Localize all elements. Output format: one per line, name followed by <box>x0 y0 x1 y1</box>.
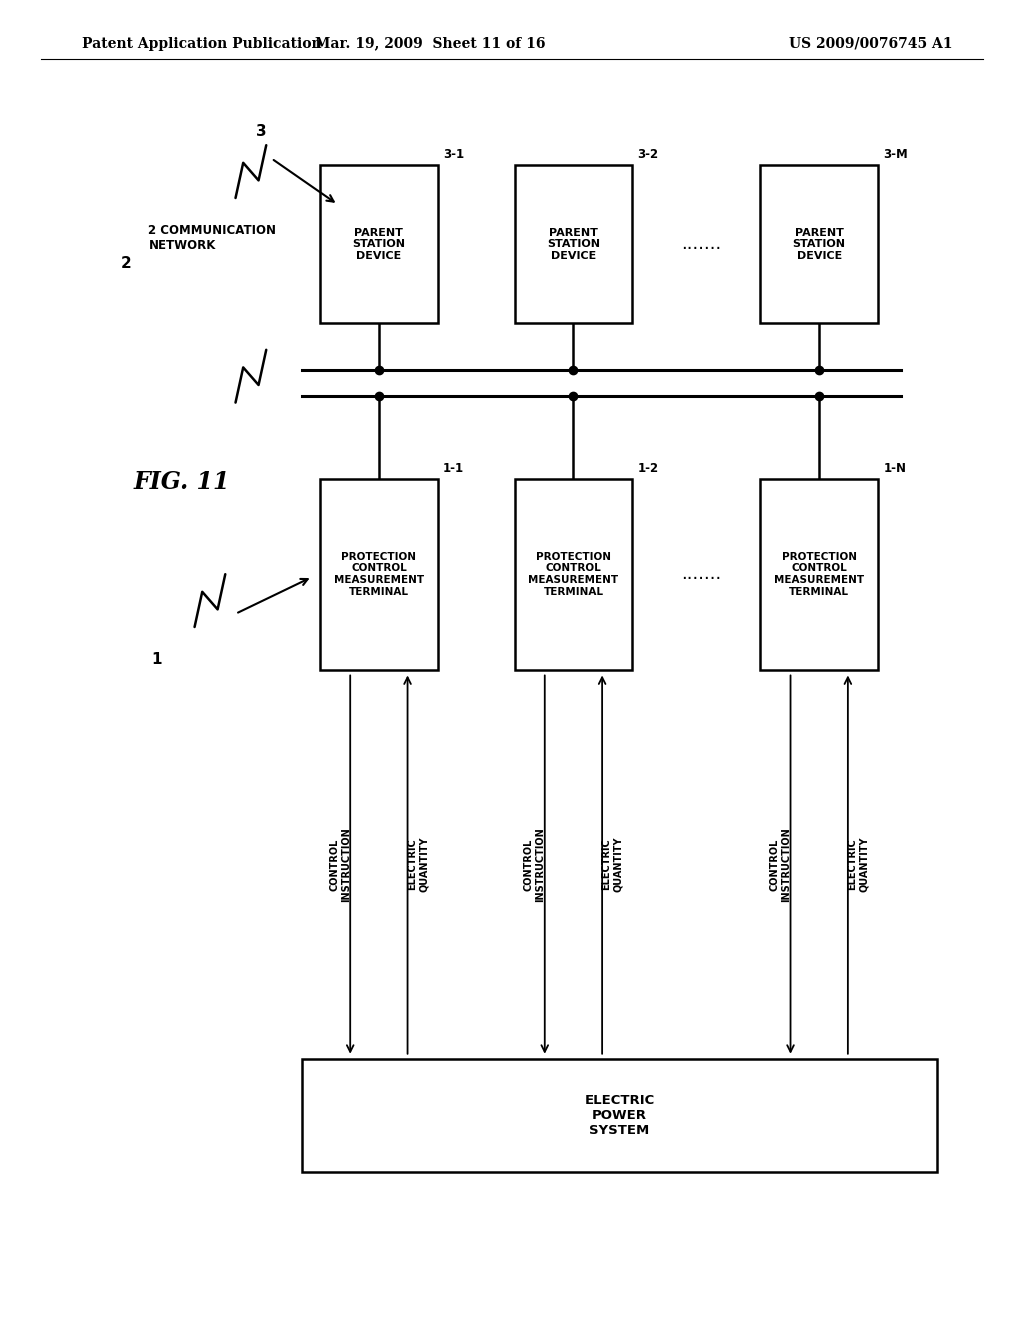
Text: 2: 2 <box>121 256 131 272</box>
Bar <box>760 165 879 323</box>
Text: .......: ....... <box>681 235 722 253</box>
Bar <box>760 479 879 671</box>
Text: PARENT
STATION
DEVICE: PARENT STATION DEVICE <box>547 227 600 261</box>
Bar <box>319 479 438 671</box>
Text: ELECTRIC
QUANTITY: ELECTRIC QUANTITY <box>407 837 429 892</box>
Bar <box>319 165 438 323</box>
Text: PROTECTION
CONTROL
MEASUREMENT
TERMINAL: PROTECTION CONTROL MEASUREMENT TERMINAL <box>528 552 618 597</box>
Text: 1-1: 1-1 <box>442 462 464 475</box>
Text: ELECTRIC
QUANTITY: ELECTRIC QUANTITY <box>601 837 624 892</box>
Text: CONTROL
INSTRUCTION: CONTROL INSTRUCTION <box>523 828 546 902</box>
Bar <box>302 1059 937 1172</box>
Text: 3-M: 3-M <box>883 148 908 161</box>
Text: 1-N: 1-N <box>883 462 906 475</box>
Bar <box>515 479 633 671</box>
Text: PARENT
STATION
DEVICE: PARENT STATION DEVICE <box>352 227 406 261</box>
Text: PARENT
STATION
DEVICE: PARENT STATION DEVICE <box>793 227 846 261</box>
Text: Patent Application Publication: Patent Application Publication <box>82 37 322 50</box>
Text: 1-2: 1-2 <box>637 462 658 475</box>
Bar <box>515 165 633 323</box>
Text: 3-1: 3-1 <box>442 148 464 161</box>
Text: CONTROL
INSTRUCTION: CONTROL INSTRUCTION <box>329 828 351 902</box>
Text: FIG. 11: FIG. 11 <box>133 470 229 494</box>
Text: US 2009/0076745 A1: US 2009/0076745 A1 <box>788 37 952 50</box>
Text: 3: 3 <box>256 124 266 140</box>
Text: 2 COMMUNICATION
NETWORK: 2 COMMUNICATION NETWORK <box>148 223 276 252</box>
Text: ELECTRIC
POWER
SYSTEM: ELECTRIC POWER SYSTEM <box>585 1094 654 1137</box>
Text: Mar. 19, 2009  Sheet 11 of 16: Mar. 19, 2009 Sheet 11 of 16 <box>314 37 546 50</box>
Text: PROTECTION
CONTROL
MEASUREMENT
TERMINAL: PROTECTION CONTROL MEASUREMENT TERMINAL <box>774 552 864 597</box>
Text: PROTECTION
CONTROL
MEASUREMENT
TERMINAL: PROTECTION CONTROL MEASUREMENT TERMINAL <box>334 552 424 597</box>
Text: ELECTRIC
QUANTITY: ELECTRIC QUANTITY <box>847 837 869 892</box>
Text: CONTROL
INSTRUCTION: CONTROL INSTRUCTION <box>769 828 792 902</box>
Text: 3-2: 3-2 <box>637 148 658 161</box>
Text: .......: ....... <box>681 565 722 583</box>
Text: 1: 1 <box>152 652 162 668</box>
